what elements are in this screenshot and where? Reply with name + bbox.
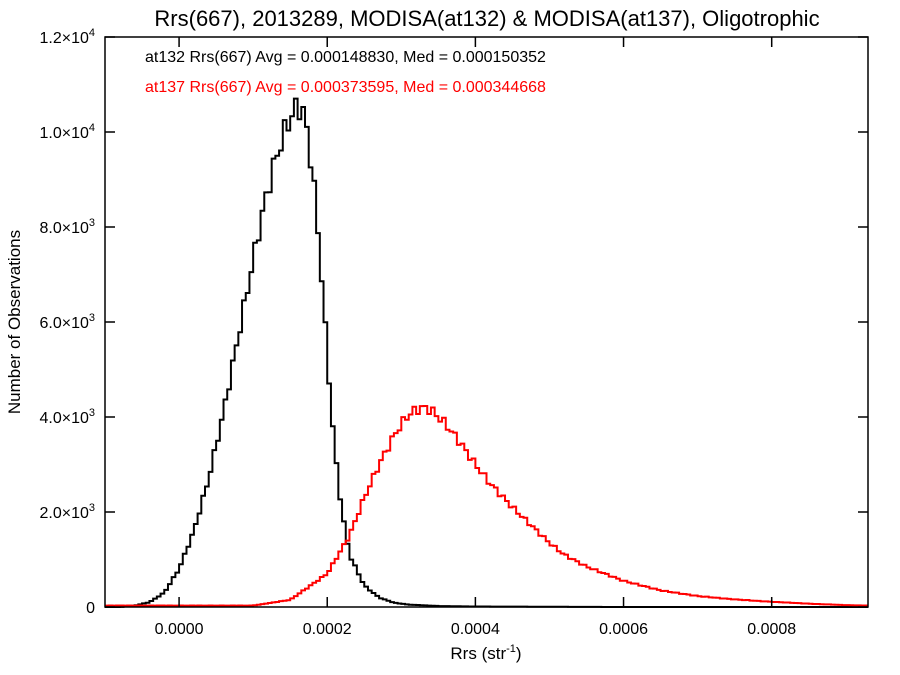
x-tick-label: 0.0002: [303, 621, 352, 638]
annotation-at137: at137 Rrs(667) Avg = 0.000373595, Med = …: [145, 79, 546, 96]
y-tick-label: 8.0×103: [39, 217, 95, 237]
series-at132-histogram: [105, 97, 868, 608]
x-tick-label: 0.0008: [747, 621, 796, 638]
annotation-at132: at132 Rrs(667) Avg = 0.000148830, Med = …: [145, 49, 546, 66]
x-axis-label: Rrs (str-1): [450, 643, 521, 663]
y-tick-label: 1.0×104: [39, 122, 95, 142]
chart-title: Rrs(667), 2013289, MODISA(at132) & MODIS…: [154, 6, 819, 31]
y-tick-label: 6.0×103: [39, 312, 95, 332]
x-tick-label: 0.0000: [155, 621, 204, 638]
x-tick-label: 0.0004: [451, 621, 500, 638]
y-tick-label: 2.0×103: [39, 502, 95, 522]
y-axis-label: Number of Observations: [5, 230, 24, 414]
y-tick-label: 1.2×104: [39, 27, 95, 47]
y-tick-label: 4.0×103: [39, 407, 95, 427]
x-tick-label: 0.0006: [599, 621, 648, 638]
plot-frame: [104, 36, 869, 608]
series-at137-histogram: [105, 404, 868, 607]
y-tick-label: 0: [86, 600, 95, 617]
